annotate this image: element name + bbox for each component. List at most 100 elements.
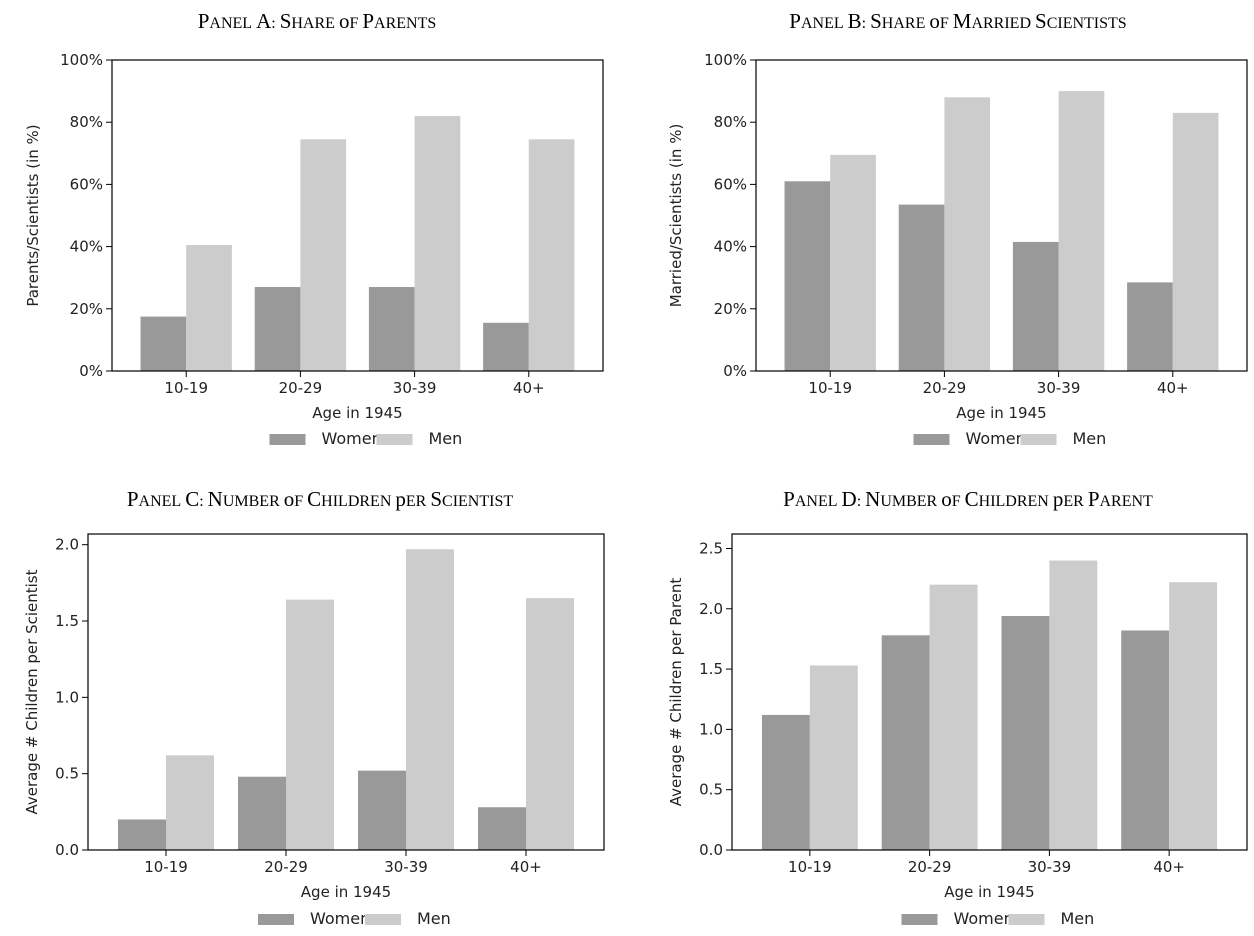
bar-women-40+: [1127, 282, 1173, 371]
bar-men-20-29: [929, 584, 978, 850]
y-tick-label: 1.0: [55, 688, 79, 706]
x-tick-label: 40+: [513, 379, 545, 397]
legend-swatch: [365, 914, 401, 925]
legend-swatch: [376, 434, 413, 445]
bar-women-30-39: [358, 770, 406, 850]
bar-women-30-39: [368, 287, 415, 371]
y-tick-label: 60%: [714, 175, 747, 193]
y-tick-label: 80%: [714, 113, 747, 131]
bar-women-20-29: [898, 204, 945, 371]
legend: Women Men: [269, 429, 463, 448]
y-tick-label: 1.0: [699, 720, 723, 738]
legend-label: Men: [417, 909, 451, 928]
y-tick-label: 1.5: [55, 612, 79, 630]
y-tick-label: 0.5: [699, 781, 723, 799]
y-axis-label: Average # Children per Parent: [667, 578, 685, 807]
legend-label: Women: [966, 429, 1026, 448]
x-tick-label: 30-39: [1028, 858, 1072, 876]
y-axis-label: Average # Children per Scientist: [23, 569, 41, 814]
bar-men-30-39: [1049, 560, 1098, 850]
bar-women-10-19: [140, 316, 187, 371]
y-tick-label: 0.5: [55, 765, 79, 783]
legend-label: Women: [954, 909, 1014, 928]
bar-women-40+: [1121, 630, 1170, 850]
bar-men-20-29: [300, 139, 347, 371]
bar-men-10-19: [186, 245, 232, 371]
y-tick-label: 80%: [70, 113, 103, 131]
plot-frame: [755, 59, 1248, 372]
y-tick-label: 40%: [70, 238, 103, 256]
bar-women-40+: [483, 322, 529, 371]
x-tick-label: 10-19: [808, 379, 852, 397]
y-tick-label: 2.5: [699, 539, 723, 557]
legend-label: Men: [1073, 429, 1107, 448]
legend-label: Men: [1061, 909, 1095, 928]
panel-d: PANEL D: NUMBER oF CHILDREN pER PARENT 0.…: [667, 487, 1248, 928]
bar-men-40+: [526, 598, 574, 850]
x-tick-label: 10-19: [164, 379, 208, 397]
legend: Women Men: [913, 429, 1107, 448]
bar-women-20-29: [238, 776, 286, 850]
y-axis-label: Married/Scientists (in %): [667, 124, 685, 308]
x-axis-label: Age in 1945: [301, 883, 391, 901]
panel-title: PANEL D: NUMBER oF CHILDREN pER PARENT: [783, 487, 1153, 511]
plot-frame: [111, 59, 604, 372]
bar-women-40+: [478, 807, 526, 850]
x-tick-label: 30-39: [393, 379, 437, 397]
x-tick-label: 10-19: [144, 858, 188, 876]
legend-label: Men: [429, 429, 463, 448]
bar-men-10-19: [830, 154, 876, 371]
x-axis-label: Age in 1945: [944, 883, 1034, 901]
bar-men-40+: [1169, 582, 1218, 850]
bar-women-20-29: [881, 635, 930, 850]
y-tick-label: 60%: [70, 175, 103, 193]
y-tick-label: 0.0: [699, 841, 723, 859]
bar-women-20-29: [254, 287, 301, 371]
x-axis-label: Age in 1945: [956, 404, 1046, 422]
y-axis-label: Parents/Scientists (in %): [24, 124, 42, 306]
bar-men-40+: [528, 139, 575, 371]
y-tick-label: 2.0: [699, 600, 723, 618]
bar-women-30-39: [1012, 241, 1059, 371]
bar-men-20-29: [944, 97, 991, 371]
y-tick-label: 1.5: [699, 660, 723, 678]
plot-frame: [87, 533, 605, 851]
legend-swatch: [269, 434, 306, 445]
x-tick-label: 40+: [510, 858, 542, 876]
x-tick-label: 20-29: [923, 379, 967, 397]
panel-title: PANEL A: SHARE oF PARENTS: [198, 9, 437, 33]
bar-men-20-29: [286, 599, 334, 850]
panel-c: PANEL C: NUMBER oF CHILDREN pER SCIENTIS…: [23, 487, 605, 928]
x-tick-label: 10-19: [788, 858, 832, 876]
bar-women-30-39: [1001, 616, 1050, 850]
x-tick-label: 20-29: [279, 379, 323, 397]
y-tick-label: 100%: [704, 51, 747, 69]
x-tick-label: 20-29: [264, 858, 308, 876]
bar-men-30-39: [414, 115, 461, 371]
x-tick-label: 40+: [1157, 379, 1189, 397]
y-tick-label: 20%: [70, 300, 103, 318]
bar-men-30-39: [406, 549, 454, 850]
legend-label: Women: [310, 909, 370, 928]
x-tick-label: 30-39: [384, 858, 428, 876]
legend: Women Men: [901, 909, 1095, 928]
panel-title: PANEL B: SHARE oF MARRIED SCIENTISTS: [789, 9, 1126, 33]
y-tick-label: 20%: [714, 300, 747, 318]
x-axis-label: Age in 1945: [312, 404, 402, 422]
y-tick-label: 100%: [60, 51, 103, 69]
legend-label: Women: [322, 429, 382, 448]
y-tick-label: 2.0: [55, 536, 79, 554]
panel-b: PANEL B: SHARE oF MARRIED SCIENTISTS 0% 20…: [667, 9, 1248, 448]
legend-swatch: [913, 434, 950, 445]
panel-title: PANEL C: NUMBER oF CHILDREN pER SCIENTIS…: [127, 487, 514, 511]
legend-swatch: [258, 914, 294, 925]
bar-women-10-19: [761, 714, 810, 850]
bar-men-10-19: [809, 665, 858, 850]
panel-a: PANEL A: SHARE oF PARENTS 0% 20% 40% 60% 80% 1…: [24, 9, 604, 448]
x-tick-label: 30-39: [1037, 379, 1081, 397]
plot-frame: [731, 533, 1248, 851]
legend-swatch: [1008, 914, 1045, 925]
bar-men-30-39: [1058, 91, 1105, 371]
legend: Women Men: [258, 909, 451, 928]
